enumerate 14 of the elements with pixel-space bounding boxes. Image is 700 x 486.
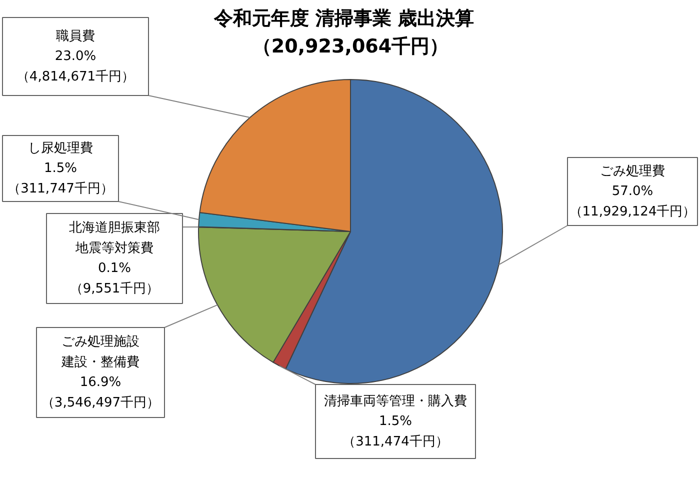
data-label: 57.0% （11,929,124千円） bbox=[569, 184, 696, 220]
data-label: 23.0% （4,814,671千円） bbox=[16, 49, 135, 84]
data-label: 1.5% （311,474千円） bbox=[342, 414, 448, 450]
slice-label: 北海道胆振東部地震等対策費 bbox=[69, 220, 160, 256]
slice-label: 清掃車両等管理・購入費 bbox=[324, 394, 467, 409]
data-label: 1.5% （311,747千円） bbox=[8, 161, 114, 196]
chart-title: 令和元年度 清掃事業 歳出決算 bbox=[212, 8, 474, 30]
slice-label: ごみ処理施設建設・整備費 bbox=[60, 334, 140, 370]
slice-label: ごみ処理費 bbox=[600, 164, 665, 179]
data-label: 16.9% （3,546,497千円） bbox=[41, 375, 160, 410]
data-label: 0.1% （9,551千円） bbox=[70, 261, 160, 296]
slice-label: 職員費 bbox=[56, 28, 95, 44]
slice-label: し尿処理費 bbox=[28, 140, 93, 156]
chart-subtitle: （20,923,064千円） bbox=[252, 36, 449, 58]
